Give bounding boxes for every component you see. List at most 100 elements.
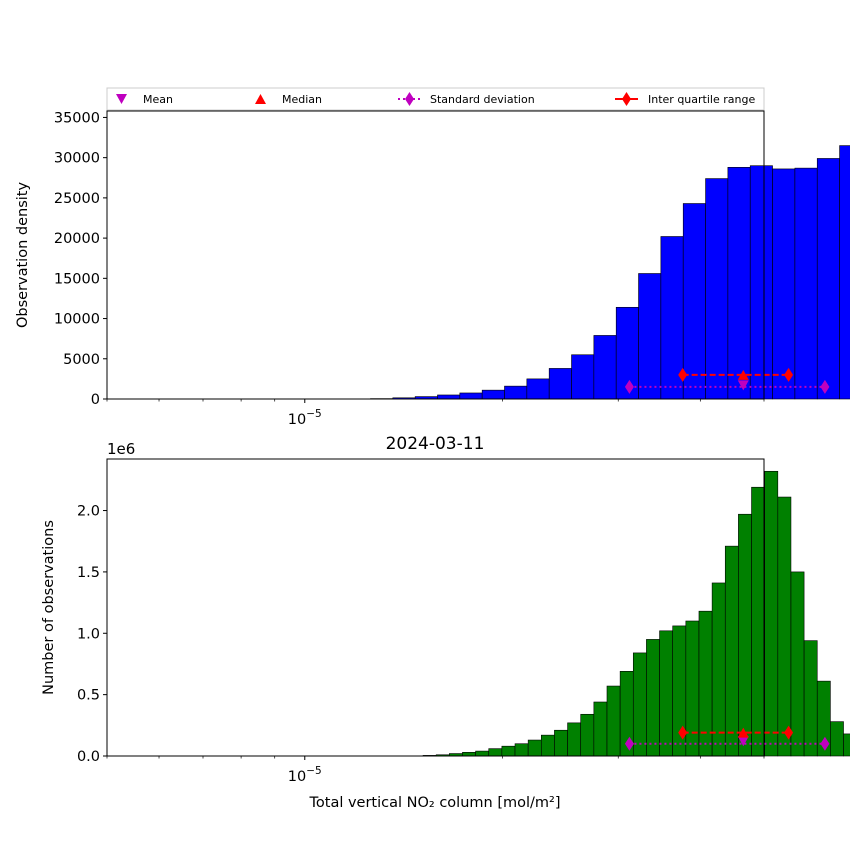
- median-marker-icon: [255, 94, 266, 104]
- y-tick-label: 35000: [54, 110, 100, 126]
- mean-marker-icon: [116, 94, 127, 104]
- histogram-bar: [488, 748, 503, 757]
- y-tick-label: 0: [91, 392, 100, 408]
- histogram-bar: [593, 701, 608, 757]
- histogram-bar: [567, 722, 582, 757]
- histogram-bar: [580, 713, 595, 757]
- histogram-bar: [646, 639, 660, 757]
- histogram-bar: [816, 680, 831, 757]
- std-dev-low-marker: [624, 736, 634, 751]
- histogram-bar: [475, 750, 490, 757]
- histogram-bar: [772, 168, 796, 400]
- bars-observations: [422, 470, 850, 757]
- histogram-bar: [705, 178, 729, 400]
- legend-entry-std: Standard deviation: [398, 92, 535, 106]
- histogram-bar: [514, 743, 529, 757]
- y-axis-offset-label: 1e6: [107, 440, 135, 458]
- histogram-bar: [437, 394, 461, 400]
- axes-frame-top: [106, 110, 765, 400]
- y-tick-label: 1.0: [77, 626, 100, 642]
- histogram-bar: [462, 752, 476, 757]
- histogram-bar: [816, 158, 840, 400]
- histogram-bar: [501, 745, 516, 757]
- iqr-low-marker: [678, 725, 688, 740]
- histogram-bar: [794, 167, 818, 400]
- iqr-high-marker: [784, 367, 794, 382]
- y-axis-label-bottom: Number of observations: [41, 520, 57, 695]
- histogram-bar: [685, 620, 700, 757]
- axes-frame-bottom: [106, 458, 765, 757]
- std-marker-icon: [405, 92, 414, 106]
- histogram-bar: [606, 685, 621, 757]
- chart-title: 2024-03-11: [386, 434, 485, 454]
- histogram-bar: [803, 640, 818, 757]
- histogram-bar: [698, 610, 713, 757]
- std-dev-low-marker: [624, 379, 634, 394]
- y-tick-label: 25000: [54, 191, 100, 207]
- histogram-bar: [839, 145, 850, 400]
- histogram-bar: [527, 739, 542, 757]
- histogram-bar: [711, 582, 726, 757]
- x-axis-ticks-top: 10−510−4: [106, 399, 765, 428]
- x-axis-ticks-bottom: 10−510−4: [106, 756, 765, 785]
- legend-frame: [106, 87, 765, 111]
- histogram-bar: [632, 652, 647, 757]
- y-tick-label: 15000: [54, 271, 100, 287]
- x-axis-label: Total vertical NO₂ column [mol/m²]: [309, 795, 561, 811]
- histogram-bar: [638, 273, 662, 400]
- iqr-low-marker: [678, 367, 688, 382]
- std-dev-high-marker: [820, 379, 830, 394]
- iqr-marker-icon: [622, 92, 631, 106]
- histogram-bar: [724, 545, 739, 757]
- y-tick-label: 0.5: [77, 688, 100, 704]
- summary-markers-density: [624, 367, 830, 394]
- legend-label-median: Median: [282, 93, 322, 106]
- y-axis-label-top: Observation density: [15, 182, 31, 328]
- histogram-bar: [481, 389, 505, 400]
- histogram-bar: [526, 378, 550, 400]
- histogram-bar: [459, 392, 483, 400]
- summary-markers-observations: [624, 725, 830, 751]
- iqr-high-marker: [784, 725, 794, 740]
- histogram-bar: [843, 733, 850, 757]
- mean-marker: [737, 736, 749, 747]
- legend-label-mean: Mean: [143, 93, 173, 106]
- chart-number-of-observations: 2024-03-11 1e6 0.00.51.01.52.0 10−510−4 …: [41, 434, 850, 811]
- histogram-bar: [593, 335, 617, 400]
- histogram-bar: [790, 571, 805, 757]
- y-axis-ticks-top: 0 5000 10000 15000 20000 25000 30000 35000: [54, 110, 107, 408]
- legend-label-iqr: Inter quartile range: [648, 93, 755, 106]
- y-tick-label: 2.0: [77, 504, 100, 520]
- std-dev-high-marker: [820, 736, 830, 751]
- histogram-bar: [738, 513, 752, 757]
- y-tick-label: 1.5: [77, 565, 100, 581]
- x-tick-label: 10−5: [288, 765, 322, 785]
- histogram-bar: [554, 729, 568, 757]
- legend-entry-mean: Mean: [116, 93, 173, 106]
- histogram-bar: [830, 721, 844, 757]
- histogram-bar: [504, 385, 528, 400]
- y-tick-label: 20000: [54, 231, 100, 247]
- y-tick-label: 30000: [54, 151, 100, 167]
- median-marker: [737, 369, 749, 380]
- y-tick-label: 0.0: [77, 749, 100, 765]
- y-tick-label: 10000: [54, 312, 100, 328]
- histogram-bar: [571, 354, 595, 400]
- histogram-bar: [659, 630, 673, 757]
- histogram-bar: [540, 734, 555, 757]
- mean-marker: [737, 380, 749, 391]
- legend-entry-median: Median: [255, 93, 322, 106]
- x-tick-label: 10−5: [288, 408, 322, 428]
- legend: Mean Median Standard deviation Inter qua…: [106, 87, 765, 111]
- histogram-bar: [777, 496, 792, 757]
- histogram-bar: [727, 167, 751, 400]
- legend-entry-iqr: Inter quartile range: [615, 92, 755, 106]
- y-axis-ticks-bottom: 0.0 0.5 1.0 1.5 2.0: [77, 504, 107, 765]
- y-tick-label: 5000: [63, 352, 100, 368]
- bars-density: [370, 145, 850, 400]
- median-marker: [737, 727, 749, 738]
- histogram-bar: [764, 470, 779, 757]
- histogram-bar: [751, 486, 765, 757]
- histogram-bar: [682, 203, 706, 400]
